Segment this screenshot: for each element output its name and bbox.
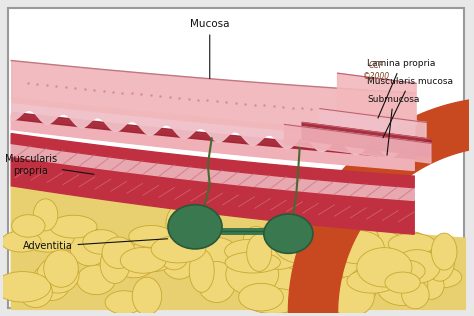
Ellipse shape: [1, 231, 41, 252]
Ellipse shape: [44, 250, 78, 287]
Ellipse shape: [420, 267, 462, 288]
Ellipse shape: [60, 225, 95, 252]
Ellipse shape: [262, 285, 294, 316]
Text: Muscularis
propria: Muscularis propria: [5, 154, 94, 176]
Polygon shape: [288, 100, 474, 316]
Ellipse shape: [360, 231, 407, 270]
Polygon shape: [284, 125, 431, 163]
Ellipse shape: [244, 288, 303, 313]
FancyBboxPatch shape: [8, 8, 465, 308]
Ellipse shape: [357, 248, 412, 287]
Ellipse shape: [319, 219, 368, 261]
Ellipse shape: [386, 260, 425, 282]
Ellipse shape: [225, 240, 274, 263]
Ellipse shape: [329, 276, 374, 316]
Ellipse shape: [50, 215, 97, 238]
Ellipse shape: [100, 245, 130, 283]
Ellipse shape: [367, 223, 410, 261]
Ellipse shape: [132, 277, 162, 315]
Ellipse shape: [394, 250, 440, 283]
Ellipse shape: [238, 283, 283, 311]
Ellipse shape: [255, 233, 303, 269]
Ellipse shape: [376, 264, 428, 306]
Text: Submucosa: Submucosa: [367, 94, 419, 155]
Ellipse shape: [392, 236, 431, 273]
Ellipse shape: [328, 245, 373, 271]
Ellipse shape: [33, 199, 58, 231]
Ellipse shape: [388, 233, 436, 255]
Ellipse shape: [189, 249, 214, 292]
Ellipse shape: [358, 259, 412, 282]
Ellipse shape: [129, 226, 173, 247]
Ellipse shape: [0, 271, 51, 302]
Ellipse shape: [292, 251, 323, 282]
Ellipse shape: [347, 269, 398, 293]
Ellipse shape: [273, 221, 331, 264]
Ellipse shape: [348, 269, 377, 304]
Ellipse shape: [390, 232, 432, 269]
Ellipse shape: [127, 241, 176, 272]
Ellipse shape: [198, 262, 236, 302]
Ellipse shape: [19, 276, 52, 307]
Ellipse shape: [105, 291, 143, 314]
Ellipse shape: [226, 253, 279, 295]
Polygon shape: [11, 186, 465, 309]
Text: Lamina propria: Lamina propria: [367, 59, 436, 118]
Polygon shape: [11, 156, 414, 234]
Ellipse shape: [305, 250, 334, 278]
Ellipse shape: [356, 227, 379, 255]
Ellipse shape: [166, 203, 200, 244]
Ellipse shape: [77, 265, 115, 295]
Ellipse shape: [225, 252, 281, 273]
Ellipse shape: [246, 234, 272, 271]
Ellipse shape: [244, 227, 268, 253]
Text: Adventitia: Adventitia: [23, 239, 168, 252]
Ellipse shape: [191, 237, 237, 265]
Ellipse shape: [110, 239, 158, 278]
Text: CCF
©2000: CCF ©2000: [363, 61, 390, 81]
Polygon shape: [337, 73, 416, 125]
Ellipse shape: [83, 230, 120, 254]
Ellipse shape: [37, 257, 79, 293]
Ellipse shape: [120, 247, 166, 273]
Ellipse shape: [22, 222, 74, 252]
Ellipse shape: [402, 280, 429, 309]
Text: Muscularis mucosa: Muscularis mucosa: [367, 77, 453, 138]
Ellipse shape: [385, 272, 420, 293]
Ellipse shape: [425, 241, 455, 281]
Ellipse shape: [251, 266, 304, 303]
Ellipse shape: [343, 254, 383, 292]
Ellipse shape: [161, 240, 197, 279]
Ellipse shape: [82, 242, 138, 262]
Polygon shape: [11, 115, 414, 170]
Text: Mucosa: Mucosa: [190, 19, 229, 79]
Ellipse shape: [331, 230, 384, 264]
Polygon shape: [320, 109, 426, 142]
Ellipse shape: [159, 238, 189, 270]
Ellipse shape: [273, 260, 311, 280]
Ellipse shape: [292, 279, 337, 305]
Ellipse shape: [31, 264, 71, 301]
Polygon shape: [11, 134, 414, 188]
Polygon shape: [11, 143, 414, 200]
Ellipse shape: [70, 228, 109, 266]
Ellipse shape: [264, 214, 313, 253]
Ellipse shape: [246, 226, 303, 268]
Ellipse shape: [419, 272, 444, 299]
Ellipse shape: [12, 215, 45, 237]
Ellipse shape: [431, 233, 457, 270]
Ellipse shape: [151, 235, 206, 263]
Polygon shape: [302, 122, 431, 157]
Ellipse shape: [102, 237, 136, 269]
Ellipse shape: [168, 205, 222, 249]
